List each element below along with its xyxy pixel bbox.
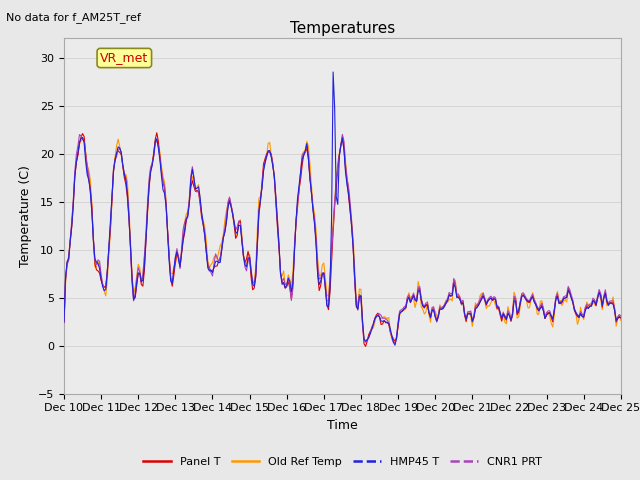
HMP45 T — [60, 319, 68, 324]
Old Ref Temp — [412, 305, 419, 311]
Line: HMP45 T: HMP45 T — [64, 72, 621, 345]
X-axis label: Time: Time — [327, 419, 358, 432]
Old Ref Temp — [164, 229, 172, 235]
Panel T — [60, 319, 68, 325]
HMP45 T — [76, 139, 83, 145]
CNR1 PRT — [60, 320, 68, 326]
Panel T — [362, 344, 369, 349]
Line: Panel T: Panel T — [64, 133, 621, 347]
Legend: Panel T, Old Ref Temp, HMP45 T, CNR1 PRT: Panel T, Old Ref Temp, HMP45 T, CNR1 PRT — [139, 453, 546, 471]
Title: Temperatures: Temperatures — [290, 21, 395, 36]
HMP45 T — [379, 318, 387, 324]
CNR1 PRT — [379, 315, 387, 321]
CNR1 PRT — [412, 296, 419, 301]
CNR1 PRT — [552, 294, 559, 300]
HMP45 T — [552, 297, 559, 303]
Old Ref Temp — [391, 340, 399, 346]
CNR1 PRT — [391, 340, 399, 346]
Old Ref Temp — [339, 133, 346, 139]
HMP45 T — [164, 231, 172, 237]
HMP45 T — [399, 308, 406, 313]
Text: VR_met: VR_met — [100, 51, 148, 64]
Line: Old Ref Temp: Old Ref Temp — [64, 136, 621, 343]
Old Ref Temp — [76, 141, 83, 146]
CNR1 PRT — [399, 306, 406, 312]
HMP45 T — [330, 69, 337, 75]
CNR1 PRT — [339, 132, 346, 137]
HMP45 T — [617, 315, 625, 321]
Panel T — [412, 298, 419, 303]
Panel T — [153, 130, 161, 136]
Old Ref Temp — [379, 315, 387, 321]
Panel T — [399, 308, 406, 313]
Old Ref Temp — [60, 323, 68, 328]
Panel T — [380, 318, 388, 324]
Y-axis label: Temperature (C): Temperature (C) — [19, 165, 33, 267]
Panel T — [552, 296, 559, 301]
Old Ref Temp — [399, 308, 406, 313]
Old Ref Temp — [552, 295, 559, 301]
CNR1 PRT — [164, 229, 172, 235]
HMP45 T — [391, 342, 399, 348]
Line: CNR1 PRT: CNR1 PRT — [64, 134, 621, 343]
CNR1 PRT — [617, 313, 625, 319]
CNR1 PRT — [76, 132, 83, 137]
Text: No data for f_AM25T_ref: No data for f_AM25T_ref — [6, 12, 141, 23]
Old Ref Temp — [617, 318, 625, 324]
Panel T — [165, 252, 173, 258]
Panel T — [76, 141, 83, 147]
HMP45 T — [412, 297, 419, 303]
Panel T — [617, 315, 625, 321]
